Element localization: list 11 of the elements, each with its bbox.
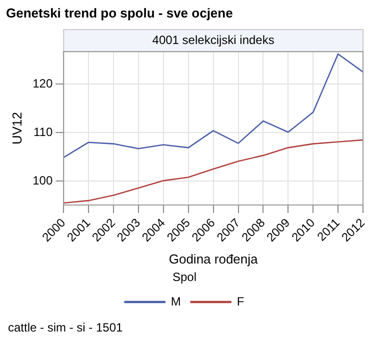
- y-tick-label: 100: [32, 173, 53, 188]
- chart-subtitle: 4001 selekcijski indeks: [152, 32, 274, 47]
- y-axis-title: UV12: [9, 112, 24, 145]
- legend-label: F: [236, 294, 244, 308]
- legend-label: M: [170, 294, 181, 308]
- chart-title: Genetski trend po spolu - sve ocjene: [6, 5, 233, 20]
- legend-title: Spol: [172, 270, 197, 284]
- y-tick-label: 120: [32, 76, 53, 90]
- x-axis-title: Godina rođenja: [168, 251, 259, 266]
- y-tick-label: 110: [33, 124, 53, 139]
- text: cattle - sim - si - 1501: [8, 320, 124, 334]
